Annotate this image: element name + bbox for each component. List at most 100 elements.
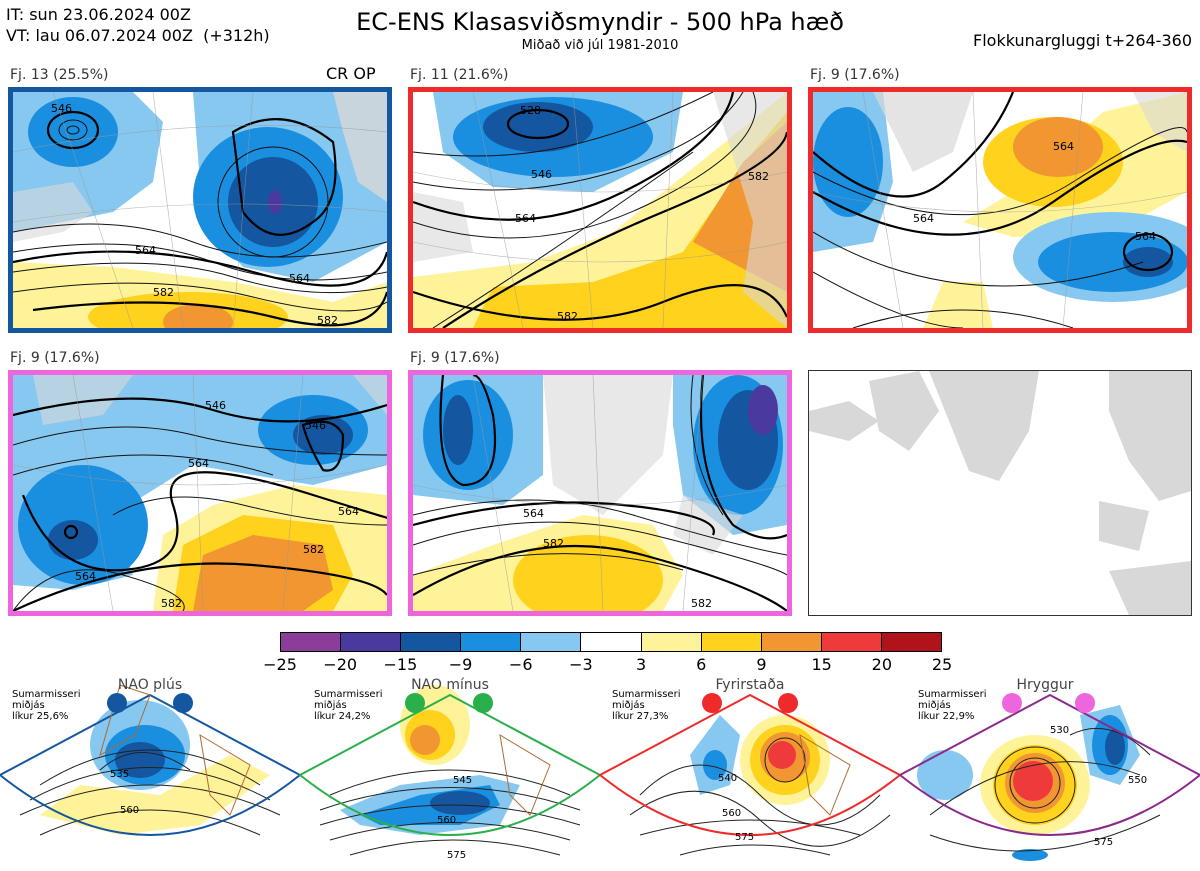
classification-window: Flokkunargluggi t+264-360 bbox=[973, 31, 1192, 50]
page-title: EC-ENS Klasasviðsmyndir - 500 hPa hæð bbox=[356, 8, 844, 36]
colorbar-tick-label: −9 bbox=[448, 655, 473, 674]
regimes-row: 535 560 545 560 575 540 560 575 530 550 … bbox=[0, 675, 1200, 871]
blank-map-canvas bbox=[809, 371, 1191, 615]
contour-label: 582 bbox=[161, 597, 182, 610]
colorbar-segment bbox=[341, 633, 402, 651]
regime-title-hryggur: Hryggur bbox=[1016, 677, 1074, 693]
regime-marker-dot bbox=[1075, 693, 1095, 713]
regime-note-hryggur: Sumarmisseri miðjás líkur 22,9% bbox=[918, 689, 987, 722]
contour-label: 564 bbox=[1135, 230, 1156, 243]
regime-contour-label: 560 bbox=[120, 805, 139, 816]
colorbar-segment bbox=[701, 633, 762, 651]
regime-contour-label: 540 bbox=[718, 773, 737, 784]
colorbar bbox=[280, 632, 942, 652]
regime-contour-label: 535 bbox=[110, 769, 129, 780]
regime-marker-dot bbox=[473, 693, 493, 713]
colorbar-tick-label: 20 bbox=[871, 655, 892, 674]
contour-label: 564 bbox=[338, 505, 359, 518]
regime-marker-dot bbox=[778, 693, 798, 713]
colorbar-tick-label: −25 bbox=[263, 655, 297, 674]
cluster-map-1-canvas: 546 564 564 582 582 bbox=[13, 92, 387, 328]
contour-label: 564 bbox=[523, 507, 544, 520]
panel-4-label: Fj. 9 (17.6%) bbox=[10, 350, 100, 366]
contour-label: 582 bbox=[557, 310, 578, 323]
regime-nao-plus bbox=[0, 684, 302, 836]
cluster-map-4-canvas: 546 546 564 564 582 564 582 bbox=[13, 375, 387, 611]
colorbar-segment bbox=[881, 633, 942, 651]
contour-label: 582 bbox=[748, 170, 769, 183]
contour-label: 564 bbox=[135, 244, 156, 257]
regime-contour-label: 550 bbox=[1128, 775, 1147, 786]
contour-label: 564 bbox=[289, 272, 310, 285]
panel-3-label: Fj. 9 (17.6%) bbox=[810, 67, 900, 83]
colorbar-tick-label: 15 bbox=[811, 655, 832, 674]
cluster-map-3-canvas: 564 564 564 bbox=[813, 92, 1187, 328]
contour-label: 582 bbox=[317, 314, 338, 327]
contour-label: 582 bbox=[543, 537, 564, 550]
colorbar-segment bbox=[281, 633, 342, 651]
regime-contour-label: 530 bbox=[1050, 725, 1069, 736]
panel-1-tag: CR OP bbox=[326, 64, 376, 83]
colorbar-tick-label: 6 bbox=[696, 655, 707, 674]
panel-1-label: Fj. 13 (25.5%) bbox=[10, 67, 109, 83]
colorbar-tick-label: −6 bbox=[508, 655, 533, 674]
contour-label: 546 bbox=[205, 399, 226, 412]
contour-label: 546 bbox=[531, 168, 552, 181]
regime-hryggur bbox=[898, 693, 1200, 861]
colorbar-tick-label: −15 bbox=[383, 655, 418, 674]
colorbar-tick-label: −3 bbox=[569, 655, 593, 674]
colorbar-tick-label: −20 bbox=[323, 655, 358, 674]
regime-note-nao-plus: Sumarmisseri miðjás líkur 25,6% bbox=[12, 689, 81, 722]
regime-contour-label: 560 bbox=[722, 808, 741, 819]
regime-contour-label: 560 bbox=[437, 815, 456, 826]
contour-label: 564 bbox=[188, 457, 209, 470]
cluster-map-2: 528 546 564 582 582 bbox=[408, 87, 792, 333]
colorbar-tick-label: 25 bbox=[931, 655, 953, 674]
blank-map bbox=[808, 370, 1192, 616]
panel-2-label: Fj. 11 (21.6%) bbox=[410, 67, 509, 83]
contour-label: 546 bbox=[51, 102, 72, 115]
contour-label: 564 bbox=[913, 212, 934, 225]
contour-label: 564 bbox=[75, 570, 96, 583]
cluster-map-5-canvas: 564 582 582 bbox=[413, 375, 787, 611]
contour-label: 564 bbox=[1053, 140, 1074, 153]
colorbar-segment bbox=[581, 633, 642, 651]
regime-contour-label: 575 bbox=[1094, 837, 1113, 848]
colorbar-segment bbox=[461, 633, 522, 651]
contour-label: 528 bbox=[520, 104, 541, 117]
contour-label: 546 bbox=[305, 419, 326, 432]
initial-time: IT: sun 23.06.2024 00Z bbox=[6, 5, 191, 24]
panel-5-label: Fj. 9 (17.6%) bbox=[410, 350, 500, 366]
colorbar-segment bbox=[761, 633, 822, 651]
contour-label: 564 bbox=[515, 212, 536, 225]
regime-title-fyrirstada: Fyrirstaða bbox=[715, 677, 785, 693]
contour-label: 582 bbox=[153, 286, 174, 299]
cluster-map-3: 564 564 564 bbox=[808, 87, 1192, 333]
regime-marker-dot bbox=[107, 693, 127, 713]
regime-note-nao-minus: Sumarmisseri miðjás líkur 24,2% bbox=[314, 689, 383, 722]
regime-contour-label: 575 bbox=[447, 850, 466, 861]
colorbar-segment bbox=[821, 633, 882, 651]
colorbar-segment bbox=[521, 633, 582, 651]
colorbar-tick-label: 3 bbox=[635, 655, 647, 674]
contour-label: 582 bbox=[691, 597, 712, 610]
regime-nao-minus bbox=[298, 685, 602, 856]
regime-note-fyrirstada: Sumarmisseri miðjás líkur 27,3% bbox=[612, 689, 681, 722]
header-left: IT: sun 23.06.2024 00Z VT: lau 06.07.202… bbox=[6, 4, 270, 46]
regimes-canvas: 535 560 545 560 575 540 560 575 530 550 … bbox=[0, 684, 1200, 861]
regime-marker-dot bbox=[702, 693, 722, 713]
colorbar-segment bbox=[641, 633, 702, 651]
cluster-map-1: 546 564 564 582 582 bbox=[8, 87, 392, 333]
cluster-map-5: 564 582 582 bbox=[408, 370, 792, 616]
cluster-map-2-canvas: 528 546 564 582 582 bbox=[413, 92, 787, 328]
contour-label: 582 bbox=[303, 543, 324, 556]
regime-marker-dot bbox=[173, 693, 193, 713]
regime-title-nao-minus: NAO mínus bbox=[411, 677, 489, 693]
regime-title-nao-plus: NAO plús bbox=[117, 677, 183, 693]
colorbar-segment bbox=[401, 633, 462, 651]
regime-contour-label: 575 bbox=[735, 832, 754, 843]
regime-marker-dot bbox=[1002, 693, 1022, 713]
valid-time: VT: lau 06.07.2024 00Z (+312h) bbox=[6, 26, 270, 45]
colorbar-tick-label: 9 bbox=[756, 655, 767, 674]
cluster-map-4: 546 546 564 564 582 564 582 bbox=[8, 370, 392, 616]
